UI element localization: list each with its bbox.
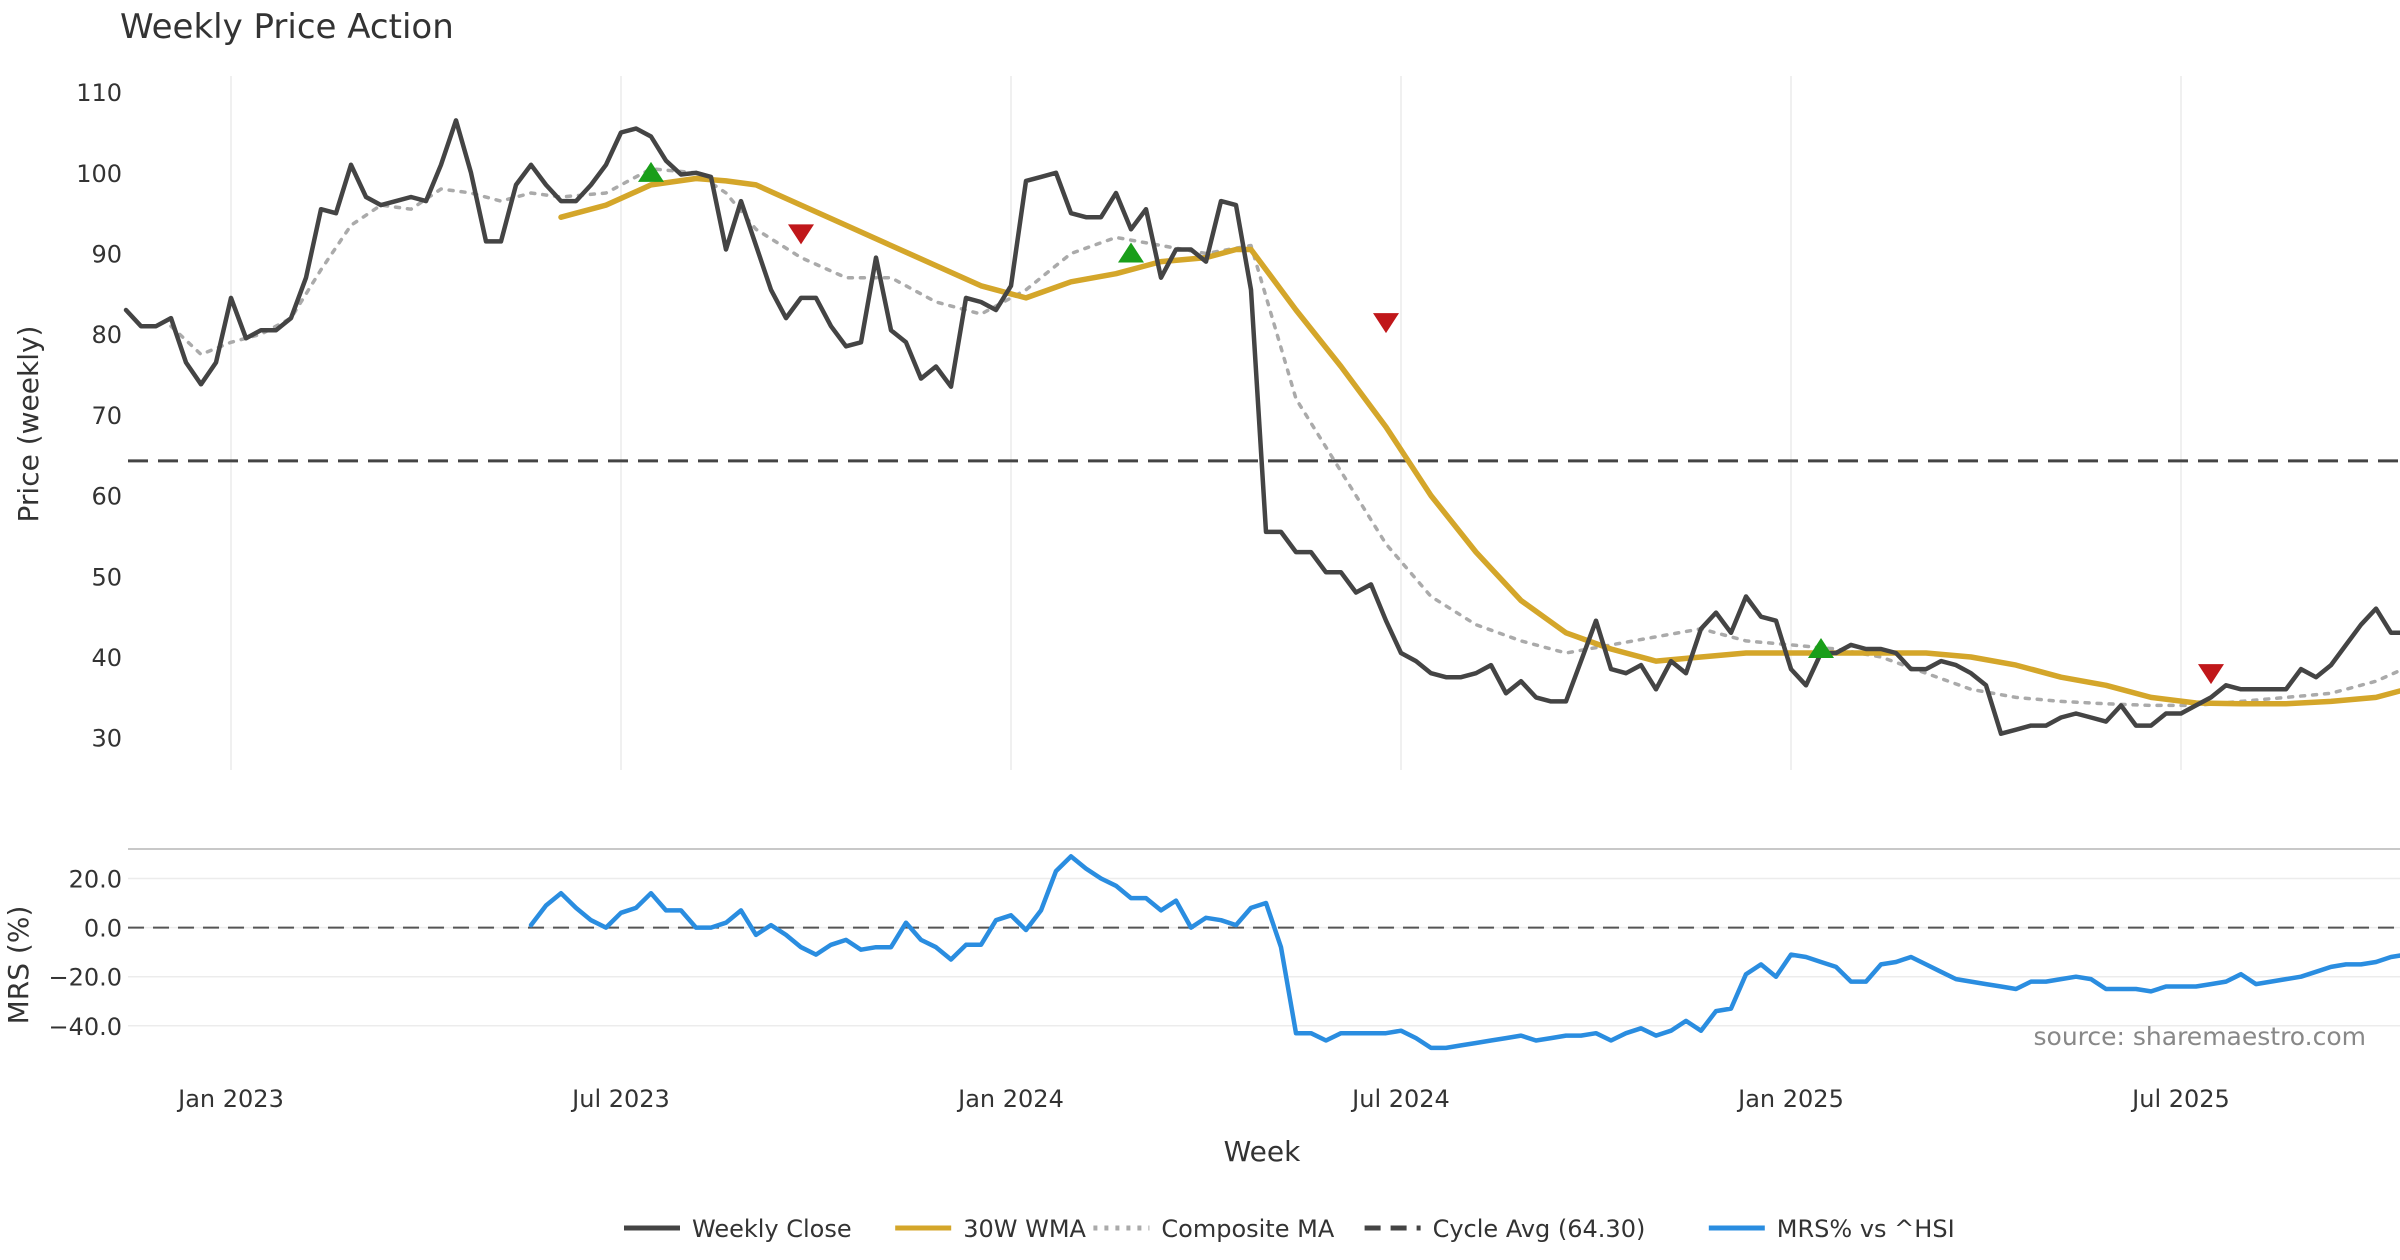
legend-item: 30W WMA xyxy=(895,1215,1087,1243)
mrs-y-tick-label: 20.0 xyxy=(69,865,122,893)
mrs-y-tick-label: 0.0 xyxy=(84,915,122,943)
mrs-vs-hsi-line xyxy=(528,854,2400,1051)
source-attribution: source: sharemaestro.com xyxy=(2034,1022,2367,1051)
sell-signal-marker xyxy=(788,224,814,245)
mrs-y-ticks: 20.0 0.0 −20.0 −40.0 xyxy=(48,865,122,1040)
price-y-tick-label: 100 xyxy=(76,160,122,188)
mrs-series-group xyxy=(528,854,2400,1051)
30w-wma-line xyxy=(558,175,2400,707)
sell-signal-marker xyxy=(1373,313,1399,334)
buy-signal-marker xyxy=(1118,242,1144,263)
buy-signal-marker xyxy=(638,161,664,182)
legend-label: 30W WMA xyxy=(963,1215,1086,1243)
x-tick-label: Jan 2025 xyxy=(1736,1085,1844,1113)
legend-item: Cycle Avg (64.30) xyxy=(1364,1215,1646,1243)
legend-label: Composite MA xyxy=(1161,1215,1334,1243)
price-panel-grid xyxy=(230,76,2182,770)
legend-item: MRS% vs ^HSI xyxy=(1708,1215,1955,1243)
legend-label: MRS% vs ^HSI xyxy=(1777,1215,1955,1243)
price-y-tick-label: 80 xyxy=(91,321,122,349)
price-y-ticks: 30 40 50 60 70 80 90 100 110 xyxy=(76,79,122,753)
signal-markers xyxy=(638,161,2224,685)
x-tick-label: Jul 2025 xyxy=(2130,1085,2230,1113)
mrs-y-axis-label: MRS (%) xyxy=(2,906,35,1025)
price-y-tick-label: 70 xyxy=(91,402,122,430)
chart-legend: Weekly Close 30W WMA Composite MA Cycle Avg… xyxy=(624,1215,1955,1243)
price-y-tick-label: 90 xyxy=(91,241,122,269)
composite-ma-line xyxy=(169,167,2400,708)
x-tick-label: Jan 2024 xyxy=(956,1085,1064,1113)
buy-signal-marker xyxy=(1808,637,1834,658)
mrs-y-tick-label: −40.0 xyxy=(48,1013,122,1041)
chart-title: Weekly Price Action xyxy=(120,7,454,47)
weekly-close-line xyxy=(123,118,2400,736)
legend-label: Weekly Close xyxy=(692,1215,852,1243)
x-tick-label: Jan 2023 xyxy=(176,1085,284,1113)
price-y-tick-label: 60 xyxy=(91,483,122,511)
x-tick-label: Jul 2024 xyxy=(1350,1085,1450,1113)
price-y-axis-label: Price (weekly) xyxy=(12,326,45,523)
x-tick-label: Jul 2023 xyxy=(570,1085,670,1113)
x-ticks: Jan 2023 Jul 2023 Jan 2024 Jul 2024 Jan 2025… xyxy=(176,1085,2230,1113)
price-y-tick-label: 50 xyxy=(91,563,122,591)
mrs-y-tick-label: −20.0 xyxy=(48,964,122,992)
price-series-group xyxy=(123,118,2400,736)
legend-item: Composite MA xyxy=(1093,1215,1335,1243)
legend-item: Weekly Close xyxy=(624,1215,852,1243)
sell-signal-marker xyxy=(2198,664,2224,685)
legend-label: Cycle Avg (64.30) xyxy=(1433,1215,1646,1243)
mrs-panel-grid xyxy=(128,877,2400,1027)
price-y-tick-label: 110 xyxy=(76,79,122,107)
price-y-tick-label: 30 xyxy=(91,725,122,753)
x-axis-label: Week xyxy=(1224,1135,1301,1168)
price-y-tick-label: 40 xyxy=(91,644,122,672)
